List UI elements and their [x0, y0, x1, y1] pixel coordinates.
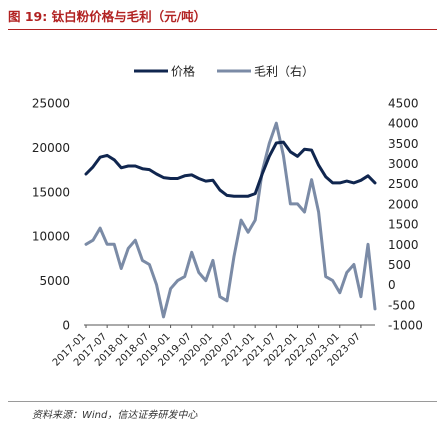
- right-y-tick-label: 1000: [388, 238, 419, 252]
- right-y-tick-label: 0: [388, 278, 396, 292]
- left-y-tick-label: 5000: [39, 274, 70, 288]
- right-y-tick-label: 4500: [388, 97, 419, 111]
- series-line-margin: [84, 121, 377, 319]
- right-y-tick-label: -500: [388, 298, 415, 312]
- right-y-axis: 4500 4000 3500 3000 2500 2000 1500 1000 500 0 -500…: [388, 97, 423, 333]
- right-y-tick-label: 1500: [388, 218, 419, 232]
- right-y-tick-label: 500: [388, 258, 411, 272]
- title-divider: [8, 29, 437, 30]
- left-y-axis: 25000 20000 15000 10000 5000 0: [32, 97, 70, 333]
- right-y-tick-label: 3500: [388, 137, 419, 151]
- series-line-price: [84, 140, 377, 198]
- left-y-tick-label: 0: [62, 319, 70, 333]
- legend: 价格 毛利（右）: [134, 64, 314, 79]
- legend-label-margin: 毛利（右）: [254, 64, 314, 79]
- right-y-tick-label: 3000: [388, 157, 419, 171]
- right-y-tick-label: -1000: [388, 319, 423, 333]
- right-y-tick-label: 4000: [388, 117, 419, 131]
- left-y-tick-label: 15000: [32, 185, 70, 199]
- left-y-tick-label: 10000: [32, 230, 70, 244]
- source-divider: [8, 401, 437, 402]
- series-layer: [84, 121, 377, 319]
- right-y-tick-label: 2000: [388, 197, 419, 211]
- x-axis: 2017-012017-072018-012018-072019-012019-…: [51, 325, 363, 369]
- legend-label-price: 价格: [171, 64, 195, 79]
- left-y-tick-label: 25000: [32, 97, 70, 111]
- right-y-tick-label: 2500: [388, 177, 419, 191]
- left-y-tick-label: 20000: [32, 141, 70, 155]
- chart-title: 图 19: 钛白粉价格与毛利（元/吨）: [8, 9, 207, 24]
- source-note: 资料来源：Wind，信达证券研发中心: [32, 410, 198, 421]
